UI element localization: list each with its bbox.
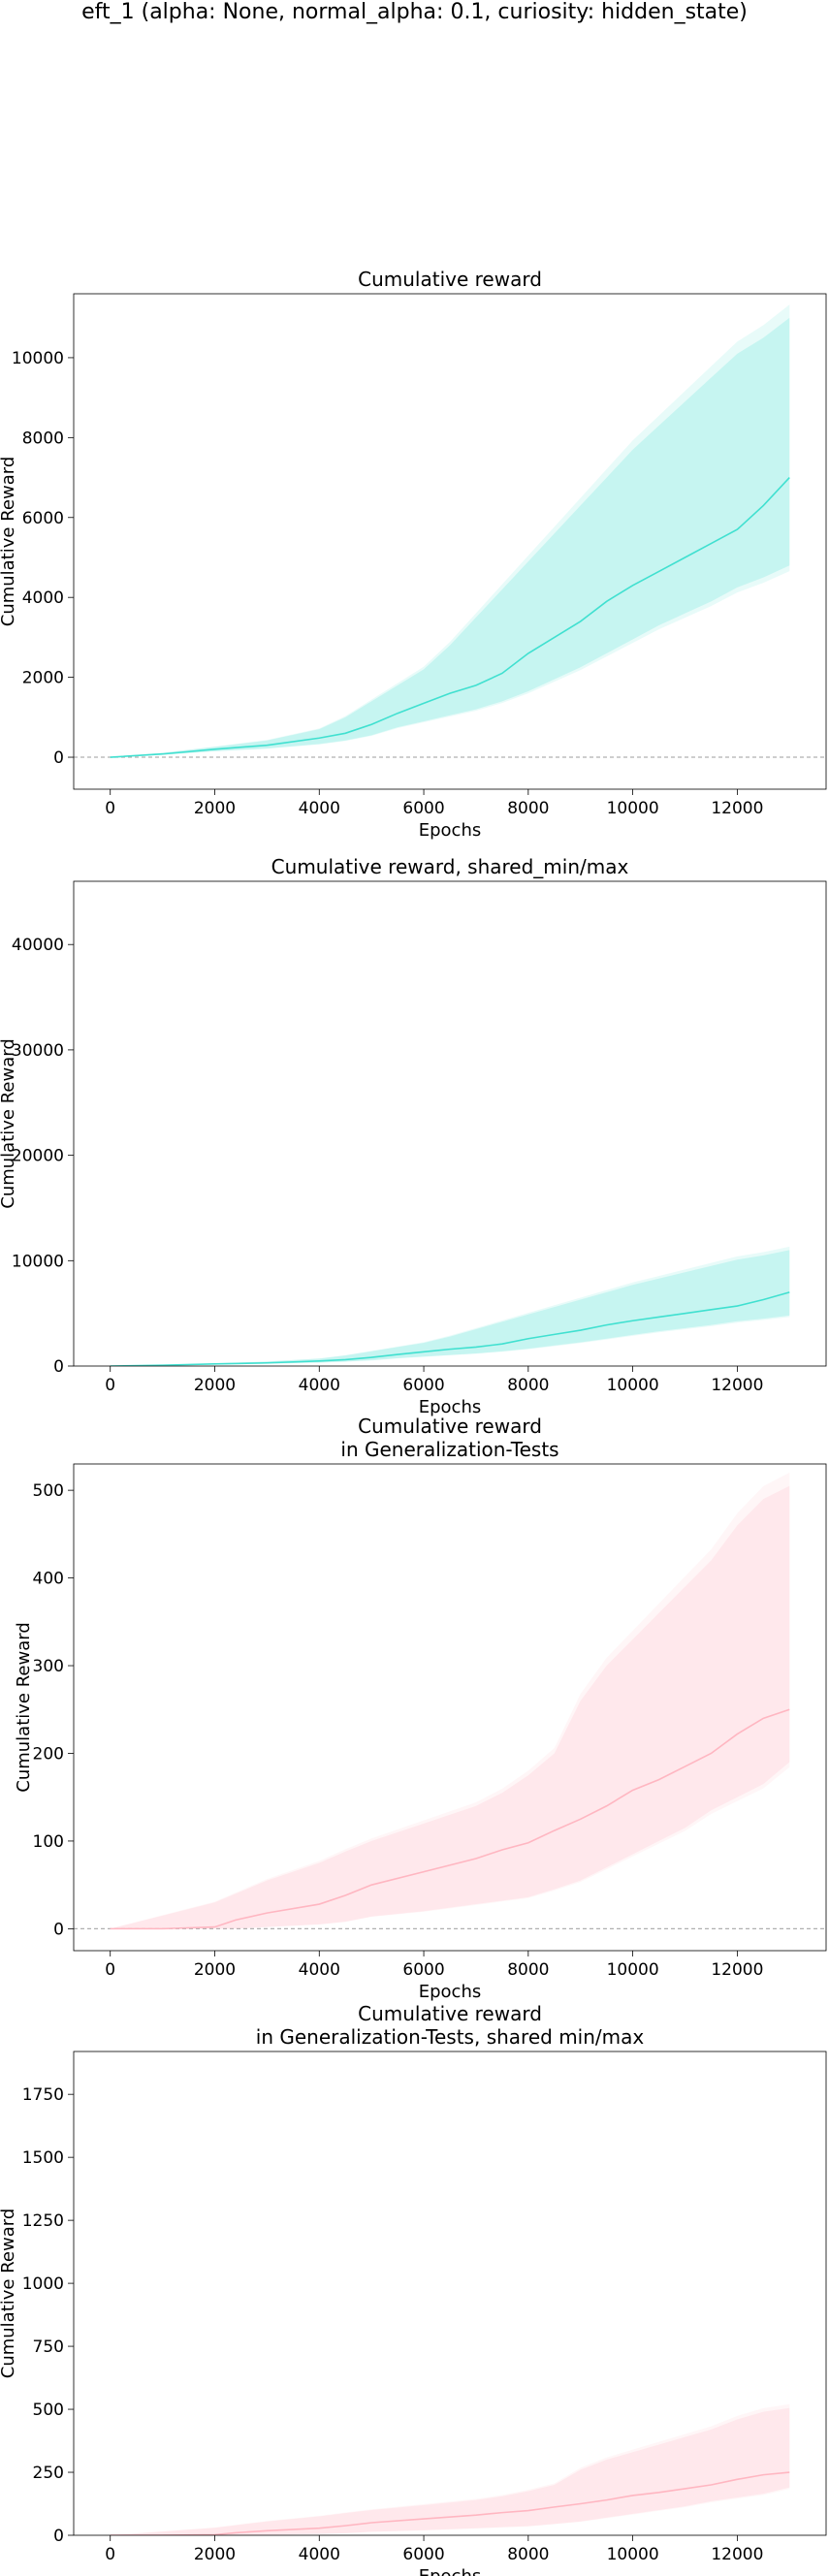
y-tick-label: 300 <box>33 1657 64 1676</box>
x-tick-label: 10000 <box>607 1960 659 1980</box>
chart-title-line: Cumulative reward <box>358 2002 542 2025</box>
y-tick-label: 40000 <box>12 936 64 955</box>
mean-line <box>110 1291 790 1366</box>
mean-line <box>110 477 790 758</box>
x-tick-label: 10000 <box>607 1376 659 1395</box>
range-band <box>110 317 790 758</box>
range-band-outer <box>110 2403 790 2535</box>
x-axis-label: Epochs <box>419 1982 482 2002</box>
chart-title-line: Cumulative reward <box>358 1415 542 1438</box>
axes-frame <box>73 293 827 790</box>
chart-title-line: in Generalization-Tests <box>340 1438 558 1461</box>
y-tick-label: 1000 <box>22 2274 64 2294</box>
figure-suptitle: eft_1 (alpha: None, normal_alpha: 0.1, c… <box>81 0 748 24</box>
y-tick-label: 20000 <box>12 1147 64 1166</box>
y-tick-label: 1500 <box>22 2148 64 2168</box>
axes-frame <box>73 1463 827 1952</box>
y-tick-label: 100 <box>33 1832 64 1852</box>
x-axis-label: Epochs <box>419 1397 482 1417</box>
plot-area <box>74 1472 826 1930</box>
x-tick-label: 4000 <box>299 1960 340 1980</box>
mean-line <box>110 1708 790 1930</box>
range-band <box>110 1485 790 1929</box>
y-axis-label: Cumulative Reward <box>0 1038 18 1209</box>
x-tick-label: 4000 <box>299 2545 340 2564</box>
y-tick-label: 10000 <box>12 1252 64 1271</box>
y-tick-label: 0 <box>53 2527 64 2546</box>
x-tick-label: 10000 <box>607 2545 659 2564</box>
y-tick-label: 0 <box>53 748 64 768</box>
x-tick-label: 6000 <box>402 2545 444 2564</box>
x-axis-label: Epochs <box>419 820 482 841</box>
range-band <box>110 1250 790 1366</box>
y-tick-label: 0 <box>53 1357 64 1377</box>
plot-area <box>110 1246 790 1366</box>
x-tick-label: 12000 <box>711 799 763 818</box>
x-tick-label: 6000 <box>402 799 444 818</box>
y-tick-label: 10000 <box>12 349 64 368</box>
chart-cumulative-reward-shared: Cumulative reward, shared_min/max 0 2000 40… <box>0 855 827 1417</box>
chart-title-line: Cumulative reward <box>358 268 542 291</box>
y-tick-label: 750 <box>33 2337 64 2357</box>
chart-title-line: in Generalization-Tests, shared min/max <box>256 2025 645 2049</box>
y-tick-label: 4000 <box>22 588 64 608</box>
y-tick-label: 1250 <box>22 2211 64 2231</box>
x-tick-label: 2000 <box>194 799 236 818</box>
x-tick-label: 12000 <box>711 1376 763 1395</box>
plot-area <box>110 2403 790 2535</box>
y-axis-label: Cumulative Reward <box>14 1622 34 1793</box>
y-tick-label: 250 <box>33 2464 64 2483</box>
x-tick-label: 4000 <box>299 799 340 818</box>
x-tick-label: 0 <box>105 799 115 818</box>
y-tick-label: 1750 <box>22 2085 64 2105</box>
y-tick-label: 6000 <box>22 509 64 528</box>
mean-line <box>110 2471 790 2535</box>
range-band <box>110 2407 790 2535</box>
x-tick-label: 2000 <box>194 1376 236 1395</box>
x-tick-label: 10000 <box>607 799 659 818</box>
chart-title-line: Cumulative reward, shared_min/max <box>271 855 629 878</box>
y-tick-label: 500 <box>33 2401 64 2420</box>
y-tick-label: 0 <box>53 1920 64 1939</box>
plot-area <box>74 304 826 758</box>
y-tick-label: 200 <box>33 1744 64 1764</box>
y-axis-label: Cumulative Reward <box>0 2209 18 2379</box>
x-tick-label: 0 <box>105 1960 115 1980</box>
x-tick-label: 6000 <box>402 1376 444 1395</box>
x-axis-label: Epochs <box>419 2566 482 2576</box>
y-axis-label: Cumulative Reward <box>0 457 18 627</box>
x-tick-label: 8000 <box>507 799 549 818</box>
x-tick-label: 12000 <box>711 2545 763 2564</box>
x-tick-label: 4000 <box>299 1376 340 1395</box>
x-tick-label: 0 <box>105 2545 115 2564</box>
range-band-outer <box>110 1246 790 1366</box>
axes-frame <box>73 2051 827 2536</box>
y-tick-label: 500 <box>33 1481 64 1501</box>
x-tick-label: 2000 <box>194 1960 236 1980</box>
range-band-outer <box>110 304 790 758</box>
x-tick-label: 6000 <box>402 1960 444 1980</box>
x-tick-label: 8000 <box>507 1376 549 1395</box>
x-tick-label: 12000 <box>711 1960 763 1980</box>
y-tick-label: 8000 <box>22 429 64 448</box>
y-tick-label: 2000 <box>22 669 64 688</box>
x-tick-label: 8000 <box>507 1960 549 1980</box>
chart-cumulative-reward: Cumulative reward 0 2000 4000 6000 8000 10000 1… <box>0 268 827 841</box>
y-tick-label: 30000 <box>12 1041 64 1061</box>
y-tick-label: 400 <box>33 1570 64 1589</box>
x-tick-label: 8000 <box>507 2545 549 2564</box>
axes-frame <box>73 880 827 1367</box>
x-tick-label: 0 <box>105 1376 115 1395</box>
range-band-outer <box>110 1472 790 1929</box>
x-tick-label: 2000 <box>194 2545 236 2564</box>
